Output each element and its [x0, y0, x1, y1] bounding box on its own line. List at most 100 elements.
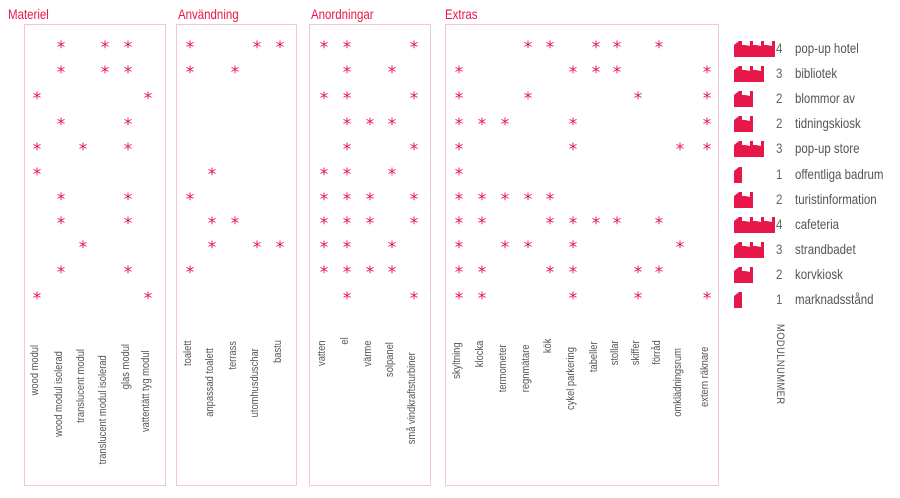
- asterisk-mark: *: [409, 140, 419, 160]
- legend-module-count: 2: [776, 115, 783, 132]
- asterisk-mark: *: [275, 238, 285, 258]
- asterisk-mark: *: [454, 263, 464, 283]
- asterisk-mark: *: [477, 190, 487, 210]
- asterisk-mark: *: [387, 63, 397, 83]
- legend-module-count: 2: [776, 90, 783, 107]
- asterisk-mark: *: [675, 140, 685, 160]
- column-label: förråd: [651, 340, 663, 365]
- column-label: skiffer: [630, 340, 642, 366]
- panel-materiel: [24, 24, 166, 486]
- asterisk-mark: *: [365, 115, 375, 135]
- asterisk-mark: *: [32, 140, 42, 160]
- column-label: terrass: [227, 341, 239, 370]
- asterisk-mark: *: [207, 214, 217, 234]
- column-label: termometer: [497, 344, 509, 393]
- group-title-materiel: Materiel: [8, 6, 49, 22]
- asterisk-mark: *: [319, 263, 329, 283]
- asterisk-mark: *: [523, 89, 533, 109]
- panel-extras: [445, 24, 719, 486]
- asterisk-mark: *: [523, 238, 533, 258]
- column-label: omklädningsrum: [672, 348, 684, 417]
- asterisk-mark: *: [342, 190, 352, 210]
- asterisk-mark: *: [342, 289, 352, 309]
- asterisk-mark: *: [612, 214, 622, 234]
- asterisk-mark: *: [545, 263, 555, 283]
- asterisk-mark: *: [387, 115, 397, 135]
- asterisk-mark: *: [702, 140, 712, 160]
- asterisk-mark: *: [454, 190, 464, 210]
- asterisk-mark: *: [342, 38, 352, 58]
- asterisk-mark: *: [409, 38, 419, 58]
- asterisk-mark: *: [342, 214, 352, 234]
- asterisk-mark: *: [702, 63, 712, 83]
- asterisk-mark: *: [32, 165, 42, 185]
- legend-label: blommor av: [795, 90, 855, 107]
- group-title-anordningar: Anordningar: [311, 6, 374, 22]
- asterisk-mark: *: [143, 89, 153, 109]
- asterisk-mark: *: [454, 115, 464, 135]
- asterisk-mark: *: [365, 190, 375, 210]
- asterisk-mark: *: [230, 63, 240, 83]
- asterisk-mark: *: [500, 238, 510, 258]
- asterisk-mark: *: [32, 289, 42, 309]
- asterisk-mark: *: [123, 115, 133, 135]
- column-label: regnmätare: [520, 344, 532, 393]
- column-label: anpassad toalett: [204, 348, 216, 417]
- asterisk-mark: *: [454, 289, 464, 309]
- asterisk-mark: *: [78, 140, 88, 160]
- asterisk-mark: *: [409, 190, 419, 210]
- asterisk-mark: *: [675, 238, 685, 258]
- column-label: skyltning: [451, 342, 463, 379]
- asterisk-mark: *: [568, 289, 578, 309]
- column-label: kök: [542, 338, 554, 354]
- asterisk-mark: *: [100, 38, 110, 58]
- asterisk-mark: *: [123, 214, 133, 234]
- asterisk-mark: *: [143, 289, 153, 309]
- asterisk-mark: *: [56, 263, 66, 283]
- legend-label: offentliga badrum: [795, 165, 884, 182]
- legend-module-count: 4: [776, 215, 783, 232]
- asterisk-mark: *: [454, 238, 464, 258]
- asterisk-mark: *: [477, 115, 487, 135]
- asterisk-mark: *: [319, 165, 329, 185]
- asterisk-mark: *: [207, 238, 217, 258]
- asterisk-mark: *: [591, 38, 601, 58]
- asterisk-mark: *: [409, 89, 419, 109]
- column-label: stollar: [609, 340, 621, 366]
- asterisk-mark: *: [342, 63, 352, 83]
- asterisk-mark: *: [523, 190, 533, 210]
- asterisk-mark: *: [185, 263, 195, 283]
- asterisk-mark: *: [545, 214, 555, 234]
- asterisk-mark: *: [32, 89, 42, 109]
- asterisk-mark: *: [207, 165, 217, 185]
- asterisk-mark: *: [500, 115, 510, 135]
- asterisk-mark: *: [568, 140, 578, 160]
- legend-label: bibliotek: [795, 65, 838, 82]
- asterisk-mark: *: [633, 89, 643, 109]
- asterisk-mark: *: [568, 214, 578, 234]
- column-label: utomhusduschar: [249, 348, 261, 418]
- column-label: klocka: [474, 340, 486, 368]
- panel-anvandning: [176, 24, 297, 486]
- legend-label: korvkiosk: [795, 265, 843, 282]
- legend-module-count: 4: [776, 40, 783, 56]
- asterisk-mark: *: [702, 89, 712, 109]
- asterisk-mark: *: [56, 190, 66, 210]
- asterisk-mark: *: [523, 38, 533, 58]
- asterisk-mark: *: [100, 63, 110, 83]
- asterisk-mark: *: [275, 38, 285, 58]
- asterisk-mark: *: [230, 214, 240, 234]
- asterisk-mark: *: [654, 263, 664, 283]
- asterisk-mark: *: [185, 190, 195, 210]
- asterisk-mark: *: [654, 38, 664, 58]
- asterisk-mark: *: [454, 140, 464, 160]
- asterisk-mark: *: [702, 289, 712, 309]
- asterisk-mark: *: [568, 263, 578, 283]
- asterisk-mark: *: [387, 238, 397, 258]
- asterisk-mark: *: [56, 115, 66, 135]
- asterisk-mark: *: [56, 38, 66, 58]
- asterisk-mark: *: [591, 214, 601, 234]
- group-title-anvandning: Användning: [178, 6, 239, 22]
- asterisk-mark: *: [342, 165, 352, 185]
- asterisk-mark: *: [702, 115, 712, 135]
